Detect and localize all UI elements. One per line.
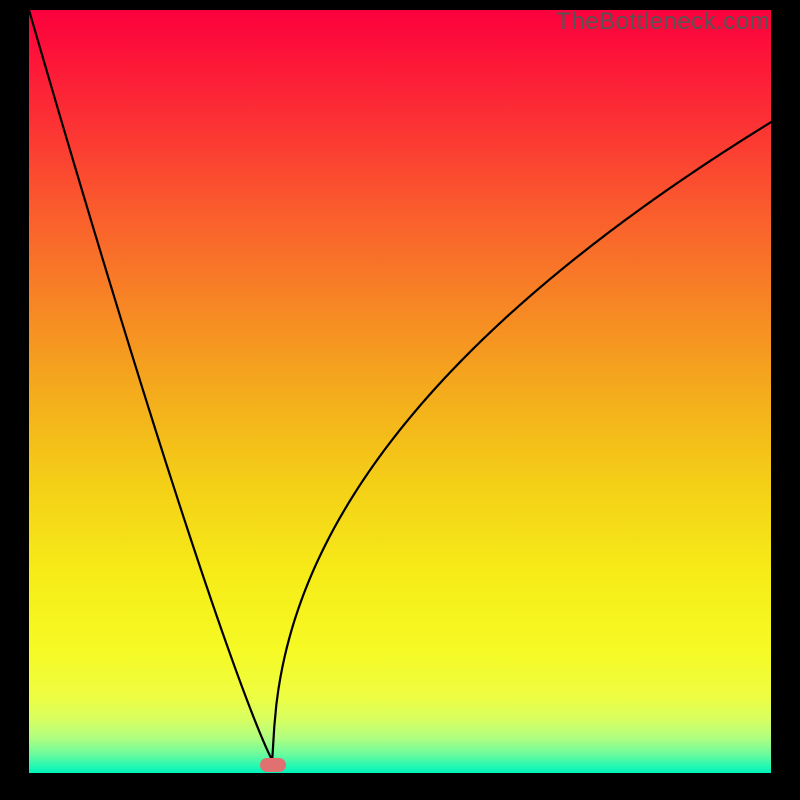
plot-area: [29, 10, 771, 773]
minimum-marker: [260, 758, 286, 772]
watermark-text: TheBottleneck.com: [556, 8, 770, 36]
bottleneck-curve: [29, 10, 771, 773]
